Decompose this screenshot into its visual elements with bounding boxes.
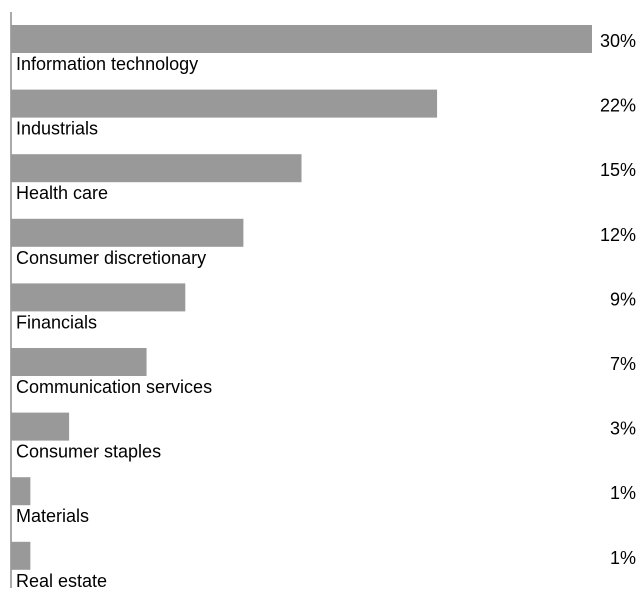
- category-label-industrials: Industrials: [16, 119, 98, 139]
- category-label-health-care: Health care: [16, 183, 108, 203]
- bar-consumer-staples: [11, 412, 70, 441]
- value-label-consumer-staples: 3%: [610, 419, 636, 439]
- category-label-consumer-staples: Consumer staples: [16, 442, 161, 462]
- category-label-consumer-discretionary: Consumer discretionary: [16, 248, 206, 268]
- value-label-health-care: 15%: [600, 160, 636, 180]
- category-labels-group: Information technology Industrials Health …: [16, 54, 212, 590]
- bars-group: [11, 25, 592, 570]
- bar-health-care: [11, 154, 302, 183]
- bar-real-estate: [11, 541, 31, 570]
- category-label-financials: Financials: [16, 312, 97, 332]
- value-label-industrials: 22%: [600, 96, 636, 116]
- value-label-materials: 1%: [610, 483, 636, 503]
- value-label-real-estate: 1%: [610, 548, 636, 568]
- bar-information-technology: [11, 25, 592, 53]
- category-label-information-technology: Information technology: [16, 54, 198, 74]
- value-label-communication-services: 7%: [610, 354, 636, 374]
- value-labels-group: 30% 22% 15% 12% 9% 7% 3% 1% 1%: [600, 31, 636, 568]
- category-label-real-estate: Real estate: [16, 571, 107, 590]
- bar-materials: [11, 477, 31, 506]
- category-label-materials: Materials: [16, 506, 89, 526]
- bar-consumer-discretionary: [11, 218, 244, 247]
- category-label-communication-services: Communication services: [16, 377, 212, 397]
- bar-financials: [11, 283, 186, 312]
- value-label-consumer-discretionary: 12%: [600, 225, 636, 245]
- bar-communication-services: [11, 348, 147, 376]
- bar-industrials: [11, 89, 438, 118]
- value-label-financials: 9%: [610, 289, 636, 309]
- value-label-information-technology: 30%: [600, 31, 636, 51]
